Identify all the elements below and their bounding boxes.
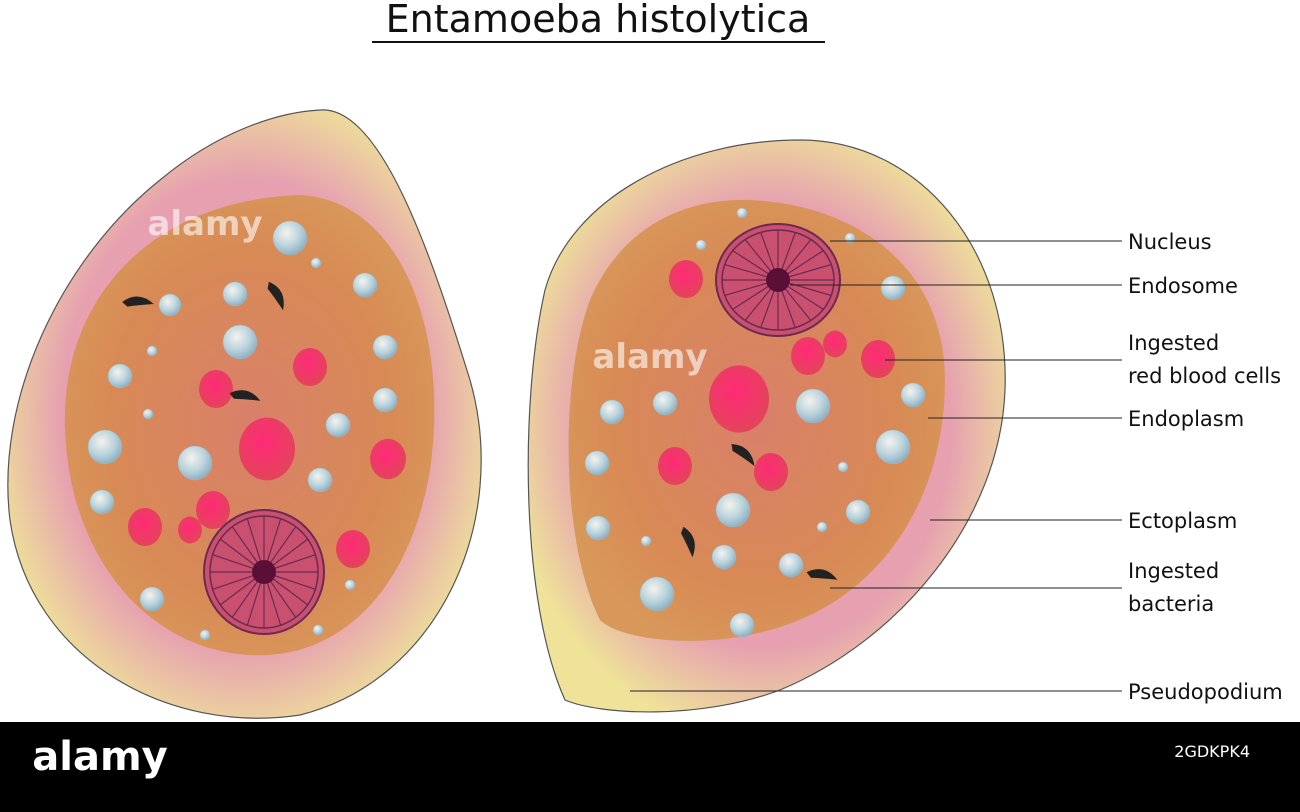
vacuole: [837, 461, 849, 473]
bacterium: [680, 526, 695, 558]
vacuole: [729, 612, 755, 638]
vacuole: [142, 408, 154, 420]
endosome: [252, 560, 276, 584]
footer-brand: alamy: [32, 734, 167, 780]
vacuole: [312, 624, 324, 636]
red-blood-cell: [791, 336, 825, 376]
vacuole: [222, 281, 248, 307]
footer-bar: [0, 722, 1300, 812]
vacuole: [599, 399, 625, 425]
vacuole: [875, 429, 911, 465]
vacuole: [845, 499, 871, 525]
bacterium: [122, 296, 154, 307]
red-blood-cell: [709, 365, 769, 433]
vacuole: [639, 576, 675, 612]
footer-id: 2GDKPK4: [1174, 742, 1250, 761]
red-blood-cell: [370, 438, 406, 480]
vacuole: [325, 412, 351, 438]
endosome: [766, 268, 790, 292]
vacuole: [146, 345, 158, 357]
red-blood-cell: [823, 330, 847, 358]
red-blood-cell: [178, 516, 202, 544]
vacuole: [715, 492, 751, 528]
red-blood-cell: [861, 339, 895, 379]
red-blood-cell: [669, 259, 703, 299]
bacterium: [731, 444, 755, 466]
vacuole: [736, 207, 748, 219]
vacuole: [272, 220, 308, 256]
label: Ectoplasm: [1128, 509, 1237, 533]
vacuole: [711, 544, 737, 570]
red-blood-cell: [293, 347, 327, 387]
vacuole: [307, 467, 333, 493]
bacterium: [806, 569, 838, 580]
red-blood-cell: [336, 529, 370, 569]
vacuole: [652, 390, 678, 416]
vacuole: [222, 324, 258, 360]
label: red blood cells: [1128, 364, 1281, 388]
vacuole: [107, 363, 133, 389]
vacuole: [900, 382, 926, 408]
watermark: alamy: [147, 204, 262, 244]
vacuole: [372, 334, 398, 360]
vacuole: [585, 515, 611, 541]
label: Ingested: [1128, 331, 1219, 355]
vacuole: [795, 388, 831, 424]
vacuole: [695, 239, 707, 251]
labels: Nucleus Endosome Ingested red blood cells En…: [630, 230, 1283, 704]
label: Endosome: [1128, 274, 1238, 298]
red-blood-cell: [128, 507, 162, 547]
bacterium: [267, 281, 284, 311]
vacuole: [158, 293, 182, 317]
red-blood-cell: [196, 490, 230, 530]
title: Entamoeba histolytica: [386, 0, 811, 41]
red-blood-cell: [239, 417, 295, 481]
watermark: alamy: [592, 337, 707, 377]
organelles: [87, 207, 926, 641]
vacuole: [89, 489, 115, 515]
vacuole: [310, 257, 322, 269]
label: Nucleus: [1128, 230, 1212, 254]
label: Pseudopodium: [1128, 680, 1283, 704]
label: Ingested: [1128, 559, 1219, 583]
bacterium: [229, 390, 261, 401]
vacuole: [199, 629, 211, 641]
vacuole: [352, 272, 378, 298]
vacuole: [880, 275, 906, 301]
label: bacteria: [1128, 592, 1214, 616]
vacuole: [640, 535, 652, 547]
vacuole: [372, 387, 398, 413]
vacuole: [87, 429, 123, 465]
vacuole: [584, 450, 610, 476]
red-blood-cell: [658, 446, 692, 486]
vacuole: [816, 521, 828, 533]
vacuole: [139, 586, 165, 612]
vacuole: [778, 552, 804, 578]
label: Endoplasm: [1128, 407, 1244, 431]
vacuole: [177, 445, 213, 481]
vacuole: [344, 579, 356, 591]
red-blood-cell: [754, 452, 788, 492]
red-blood-cell: [199, 369, 233, 409]
